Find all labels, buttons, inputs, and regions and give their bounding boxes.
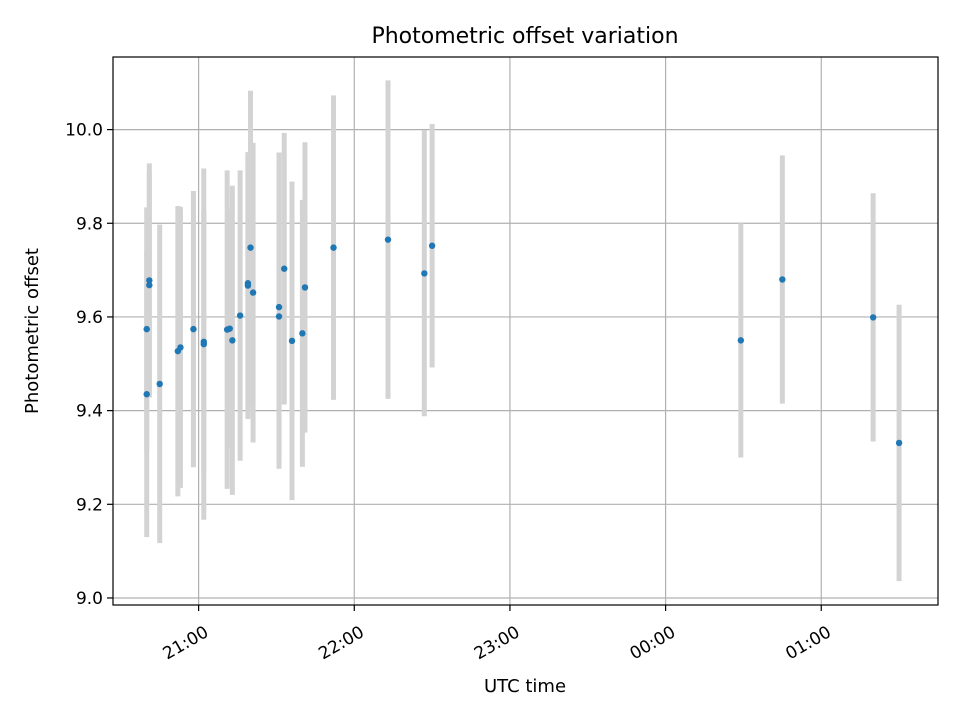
data-point xyxy=(236,312,244,319)
data-point xyxy=(143,325,150,333)
data-point xyxy=(226,325,233,332)
y-axis-label: Photometric offset xyxy=(22,248,43,414)
y-tick-label: 9.0 xyxy=(76,589,103,609)
data-point xyxy=(869,314,877,321)
data-point xyxy=(156,380,163,388)
data-point xyxy=(143,391,150,398)
data-points xyxy=(143,236,903,447)
y-tick-label: 9.6 xyxy=(76,308,103,328)
data-point xyxy=(330,244,337,251)
y-tick-label: 9.4 xyxy=(76,402,103,422)
chart-title: Photometric offset variation xyxy=(371,24,678,49)
data-point xyxy=(229,337,236,344)
data-point xyxy=(275,313,283,320)
plot-frame xyxy=(112,56,939,606)
data-point xyxy=(200,340,208,348)
data-point xyxy=(299,330,306,337)
y-tick-label: 10.0 xyxy=(65,121,103,141)
data-point xyxy=(244,280,252,287)
y-axis: 9.0 9.2 9.4 9.6 9.8 10.0 xyxy=(65,121,113,609)
data-point xyxy=(247,244,254,251)
data-point xyxy=(895,439,903,447)
data-point xyxy=(384,236,392,243)
data-point xyxy=(249,289,257,296)
data-point xyxy=(146,281,153,289)
y-tick-label: 9.2 xyxy=(76,495,103,515)
data-point xyxy=(301,284,309,291)
data-point xyxy=(177,344,184,351)
data-point xyxy=(779,276,786,283)
data-point xyxy=(281,265,288,272)
data-point xyxy=(190,325,197,333)
data-point xyxy=(288,337,296,345)
data-point xyxy=(737,337,745,344)
data-point xyxy=(428,242,436,249)
data-point xyxy=(421,270,428,277)
x-axis-label: UTC time xyxy=(484,676,566,697)
data-point xyxy=(275,303,283,311)
data-point xyxy=(146,277,153,284)
y-tick-label: 9.8 xyxy=(76,214,103,234)
